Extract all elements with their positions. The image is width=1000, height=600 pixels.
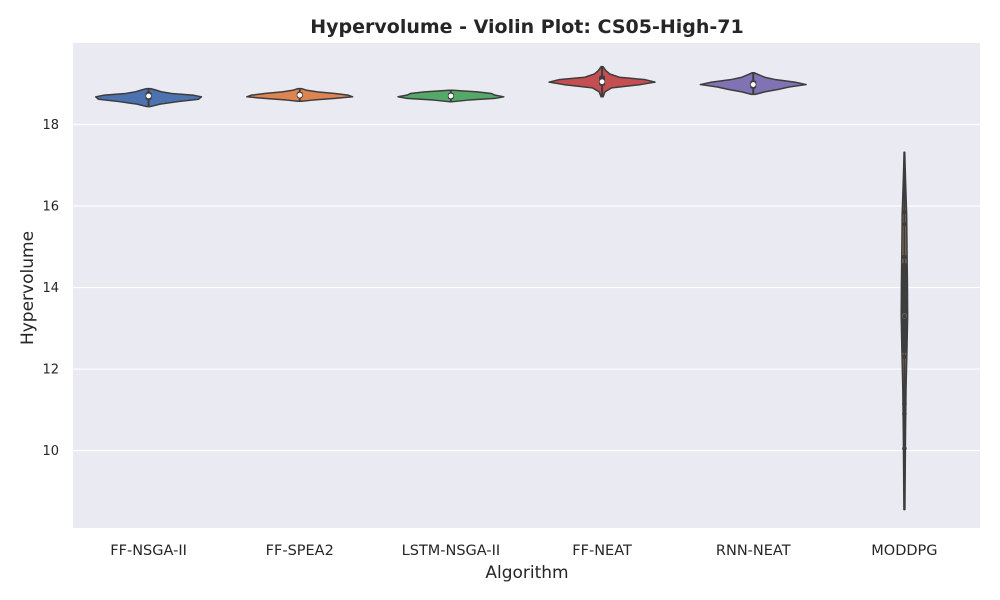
violin-median [146, 93, 151, 99]
x-tick-label: FF-SPEA2 [266, 543, 334, 559]
x-axis-label: Algorithm [485, 563, 568, 583]
violin-point [902, 301, 907, 307]
violin-point [902, 328, 907, 333]
violin-point [902, 313, 907, 319]
y-tick-label: 16 [42, 200, 59, 215]
plot-background [73, 43, 980, 528]
violin-box [901, 263, 908, 353]
violin-point [902, 209, 907, 215]
x-tick-label: RNN-NEAT [716, 543, 791, 559]
x-tick-labels: FF-NSGA-II FF-SPEA2 LSTM-NSGA-II FF-NEAT RNN… [110, 543, 937, 559]
violins [94, 65, 909, 511]
x-tick-label: LSTM-NSGA-II [402, 543, 501, 559]
violin-point [902, 342, 907, 347]
violin-median [750, 82, 756, 87]
violin-point [902, 446, 907, 451]
violin-point [902, 287, 907, 292]
y-axis-label: Hypervolume [18, 231, 38, 345]
violin-point [902, 268, 907, 274]
x-tick-label: FF-NEAT [572, 543, 632, 559]
y-tick-label: 12 [42, 363, 59, 378]
gridlines [73, 123, 980, 452]
y-tick-label: 10 [42, 444, 59, 459]
violin-median [599, 79, 605, 85]
violin-point [902, 254, 907, 260]
chart-title: Hypervolume - Violin Plot: CS05-High-71 [310, 16, 743, 38]
x-tick-label: MODDPG [871, 543, 937, 559]
y-tick-label: 14 [42, 281, 59, 296]
y-tick-labels: 10 12 14 16 18 [42, 118, 59, 459]
violin-median [448, 93, 454, 99]
violin-point [902, 222, 907, 227]
violin-point [902, 401, 907, 406]
violin-median [297, 92, 303, 98]
violin-point [902, 411, 907, 417]
x-tick-label: FF-NSGA-II [110, 543, 187, 559]
y-tick-label: 18 [42, 118, 59, 133]
violin-point [902, 354, 907, 360]
